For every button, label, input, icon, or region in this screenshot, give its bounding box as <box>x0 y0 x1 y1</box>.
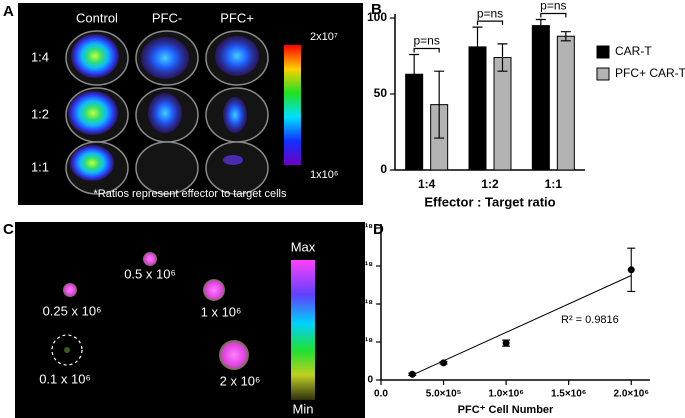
panel-label: D <box>373 221 384 238</box>
row-label: 1:2 <box>31 106 49 121</box>
error-bar <box>560 31 571 42</box>
y-tick-label: 4×10¹⁸ <box>342 223 373 234</box>
scale-min: Min <box>293 401 314 416</box>
spot-label: 2 x 10⁶ <box>220 373 261 388</box>
bracket <box>540 12 567 18</box>
error-bar <box>409 53 420 95</box>
bracket <box>476 20 504 26</box>
annotation: p=ns <box>413 34 439 48</box>
x-tick-label: 1:2 <box>481 177 499 191</box>
error-bar <box>434 70 445 139</box>
column-label: Control <box>76 10 118 25</box>
annotation: p=ns <box>540 0 566 13</box>
footnote: *Ratios represent effector to target cel… <box>93 188 287 200</box>
x-tick-label: 2.0×10⁶ <box>613 389 648 400</box>
panel-label: B <box>371 1 382 18</box>
spots <box>51 252 249 370</box>
y-axis-label: Number of ¹⁹F Spins <box>330 251 342 358</box>
bracket <box>413 47 440 53</box>
x-tick-label: 1:4 <box>418 177 436 191</box>
error-bar <box>497 43 508 72</box>
x-tick-label: 5.0×10⁵ <box>426 389 462 400</box>
bar <box>493 57 512 171</box>
y-tick-label: 0 <box>367 375 373 386</box>
row-label: 1:4 <box>31 49 49 64</box>
scale-max: 2x10⁷ <box>310 31 338 43</box>
x-tick-label: 1:1 <box>545 177 563 191</box>
error-bar <box>472 26 483 68</box>
y-axis-label: Percent lysis <box>348 57 363 131</box>
scale-min: 1x10⁶ <box>310 169 338 181</box>
column-label: PFC+ <box>220 10 254 25</box>
panel-label: C <box>3 221 14 238</box>
signal <box>68 34 259 181</box>
x-tick-label: 1.5×10⁶ <box>551 389 586 400</box>
x-axis-label: Effector : Target ratio <box>424 194 555 209</box>
spot-label: 0.1 x 10⁶ <box>39 371 91 386</box>
y-tick-label: 1×10¹⁸ <box>342 337 373 348</box>
x-axis-label: PFC⁺ Cell Number <box>458 404 554 416</box>
y-tick-label: 3×10¹⁸ <box>342 261 373 272</box>
bar <box>531 25 550 171</box>
panel-label: A <box>3 3 14 20</box>
y-tick-label: 50 <box>374 86 388 100</box>
spot-label: 1 x 10⁶ <box>201 304 242 319</box>
point <box>440 359 448 367</box>
point <box>627 266 635 274</box>
color-scale <box>291 260 315 400</box>
legend-swatch <box>596 45 610 59</box>
column-label: PFC- <box>152 10 182 25</box>
scale-max: Max <box>291 239 316 254</box>
x-tick-label: 1.0×10⁶ <box>488 389 523 400</box>
y-tick-label: 2×10¹⁸ <box>342 299 373 310</box>
legend-swatch <box>596 67 610 81</box>
fit-line <box>412 275 632 376</box>
annotation: p=ns <box>477 6 503 20</box>
y-tick-label: 0 <box>380 162 387 176</box>
color-scale <box>284 45 301 165</box>
legend-label: PFC+ CAR-T <box>615 66 685 80</box>
x-tick-label: 0.0 <box>374 389 388 400</box>
row-label: 1:1 <box>31 159 49 174</box>
error-bar <box>535 18 546 33</box>
bar <box>556 35 575 171</box>
y-tick-label: 100 <box>367 10 387 24</box>
annotation: R² = 0.9816 <box>561 314 619 326</box>
legend-label: CAR-T <box>615 44 652 58</box>
point <box>502 339 510 347</box>
point <box>408 370 416 378</box>
spot-label: 0.25 x 10⁶ <box>43 303 102 318</box>
spot-label: 0.5 x 10⁶ <box>124 266 176 281</box>
